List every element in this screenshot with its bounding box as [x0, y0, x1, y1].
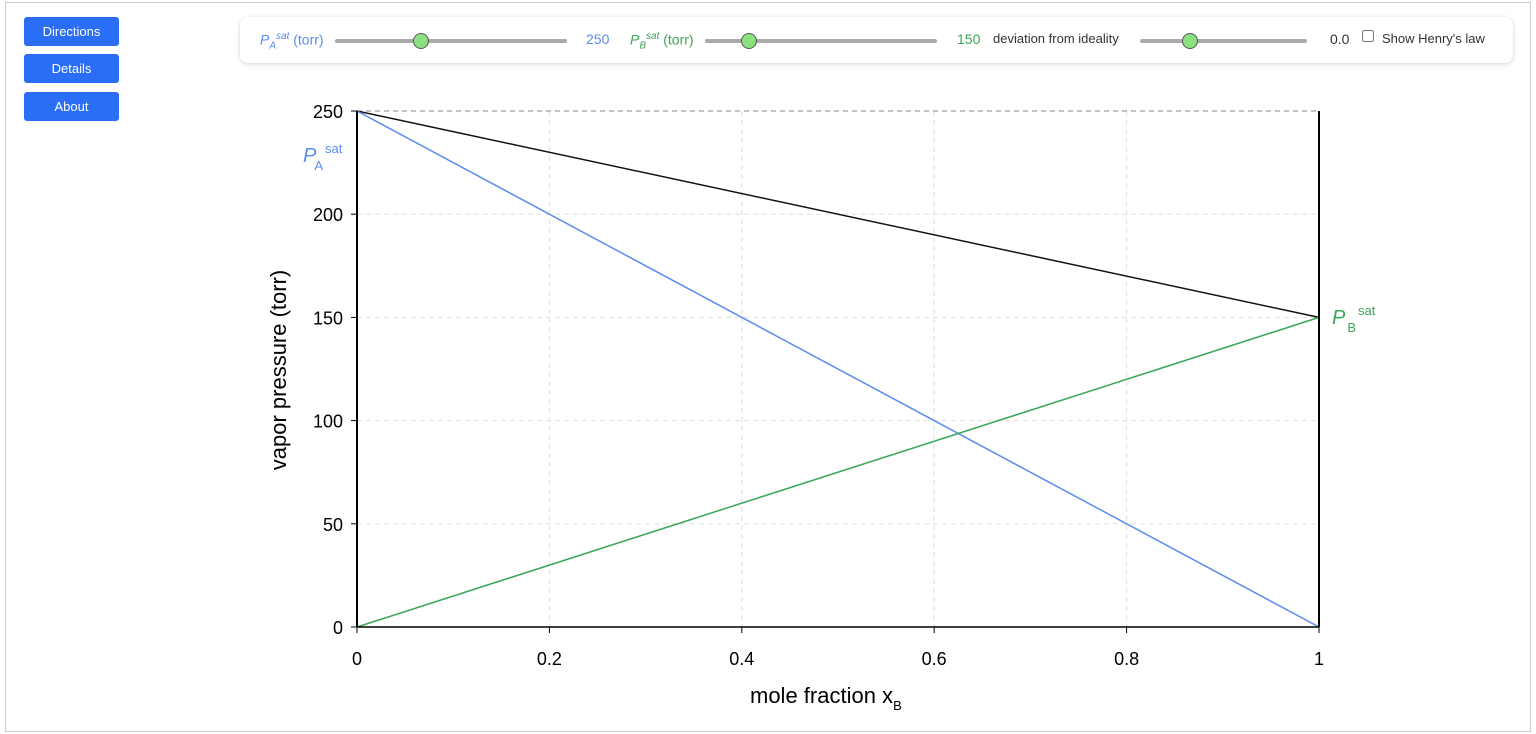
deviation-value: 0.0 [1330, 31, 1350, 47]
y-tick-label: 150 [313, 308, 343, 328]
about-button[interactable]: About [24, 92, 119, 121]
y-tick-label: 0 [333, 618, 343, 638]
pb-value: 150 [957, 31, 981, 47]
pa-sat-annotation: PAsat [303, 141, 343, 173]
pa-slider[interactable] [335, 33, 567, 49]
deviation-label: deviation from ideality [993, 31, 1119, 46]
x-tick-label: 0.2 [537, 649, 562, 669]
app-frame [5, 2, 1531, 732]
total-pressure-line [356, 110, 1320, 319]
deviation-slider[interactable] [1140, 33, 1307, 49]
pa-slider-thumb[interactable] [412, 33, 429, 49]
henry-checkbox[interactable] [1362, 30, 1374, 42]
y-axis-label: vapor pressure (torr) [266, 270, 291, 471]
pa-partial-pressure-line [356, 110, 1320, 628]
x-tick-label: 0.8 [1114, 649, 1139, 669]
pb-slider-thumb[interactable] [741, 33, 758, 49]
deviation-slider-thumb[interactable] [1182, 33, 1199, 49]
x-axis-label: mole fraction xB [750, 683, 902, 713]
pa-slider-label: PAsat (torr) [260, 31, 324, 52]
controls-panel: PAsat (torr) 250 PBsat (torr) 150 deviat… [240, 17, 1513, 63]
x-tick-label: 0.6 [922, 649, 947, 669]
pa-value: 250 [586, 31, 610, 47]
y-tick-label: 250 [313, 102, 343, 122]
henry-label[interactable]: Show Henry's law [1382, 31, 1485, 46]
pb-slider[interactable] [705, 33, 937, 49]
x-tick-label: 1 [1314, 649, 1324, 669]
x-tick-label: 0.4 [729, 649, 754, 669]
pb-partial-pressure-line [356, 316, 1320, 628]
y-tick-label: 200 [313, 205, 343, 225]
pb-slider-label: PBsat (torr) [630, 31, 694, 52]
y-tick-label: 100 [313, 412, 343, 432]
directions-button[interactable]: Directions [24, 17, 119, 46]
y-tick-label: 50 [323, 515, 343, 535]
x-tick-label: 0 [352, 649, 362, 669]
details-button[interactable]: Details [24, 54, 119, 83]
pb-sat-annotation: P Bsat [1332, 303, 1376, 335]
